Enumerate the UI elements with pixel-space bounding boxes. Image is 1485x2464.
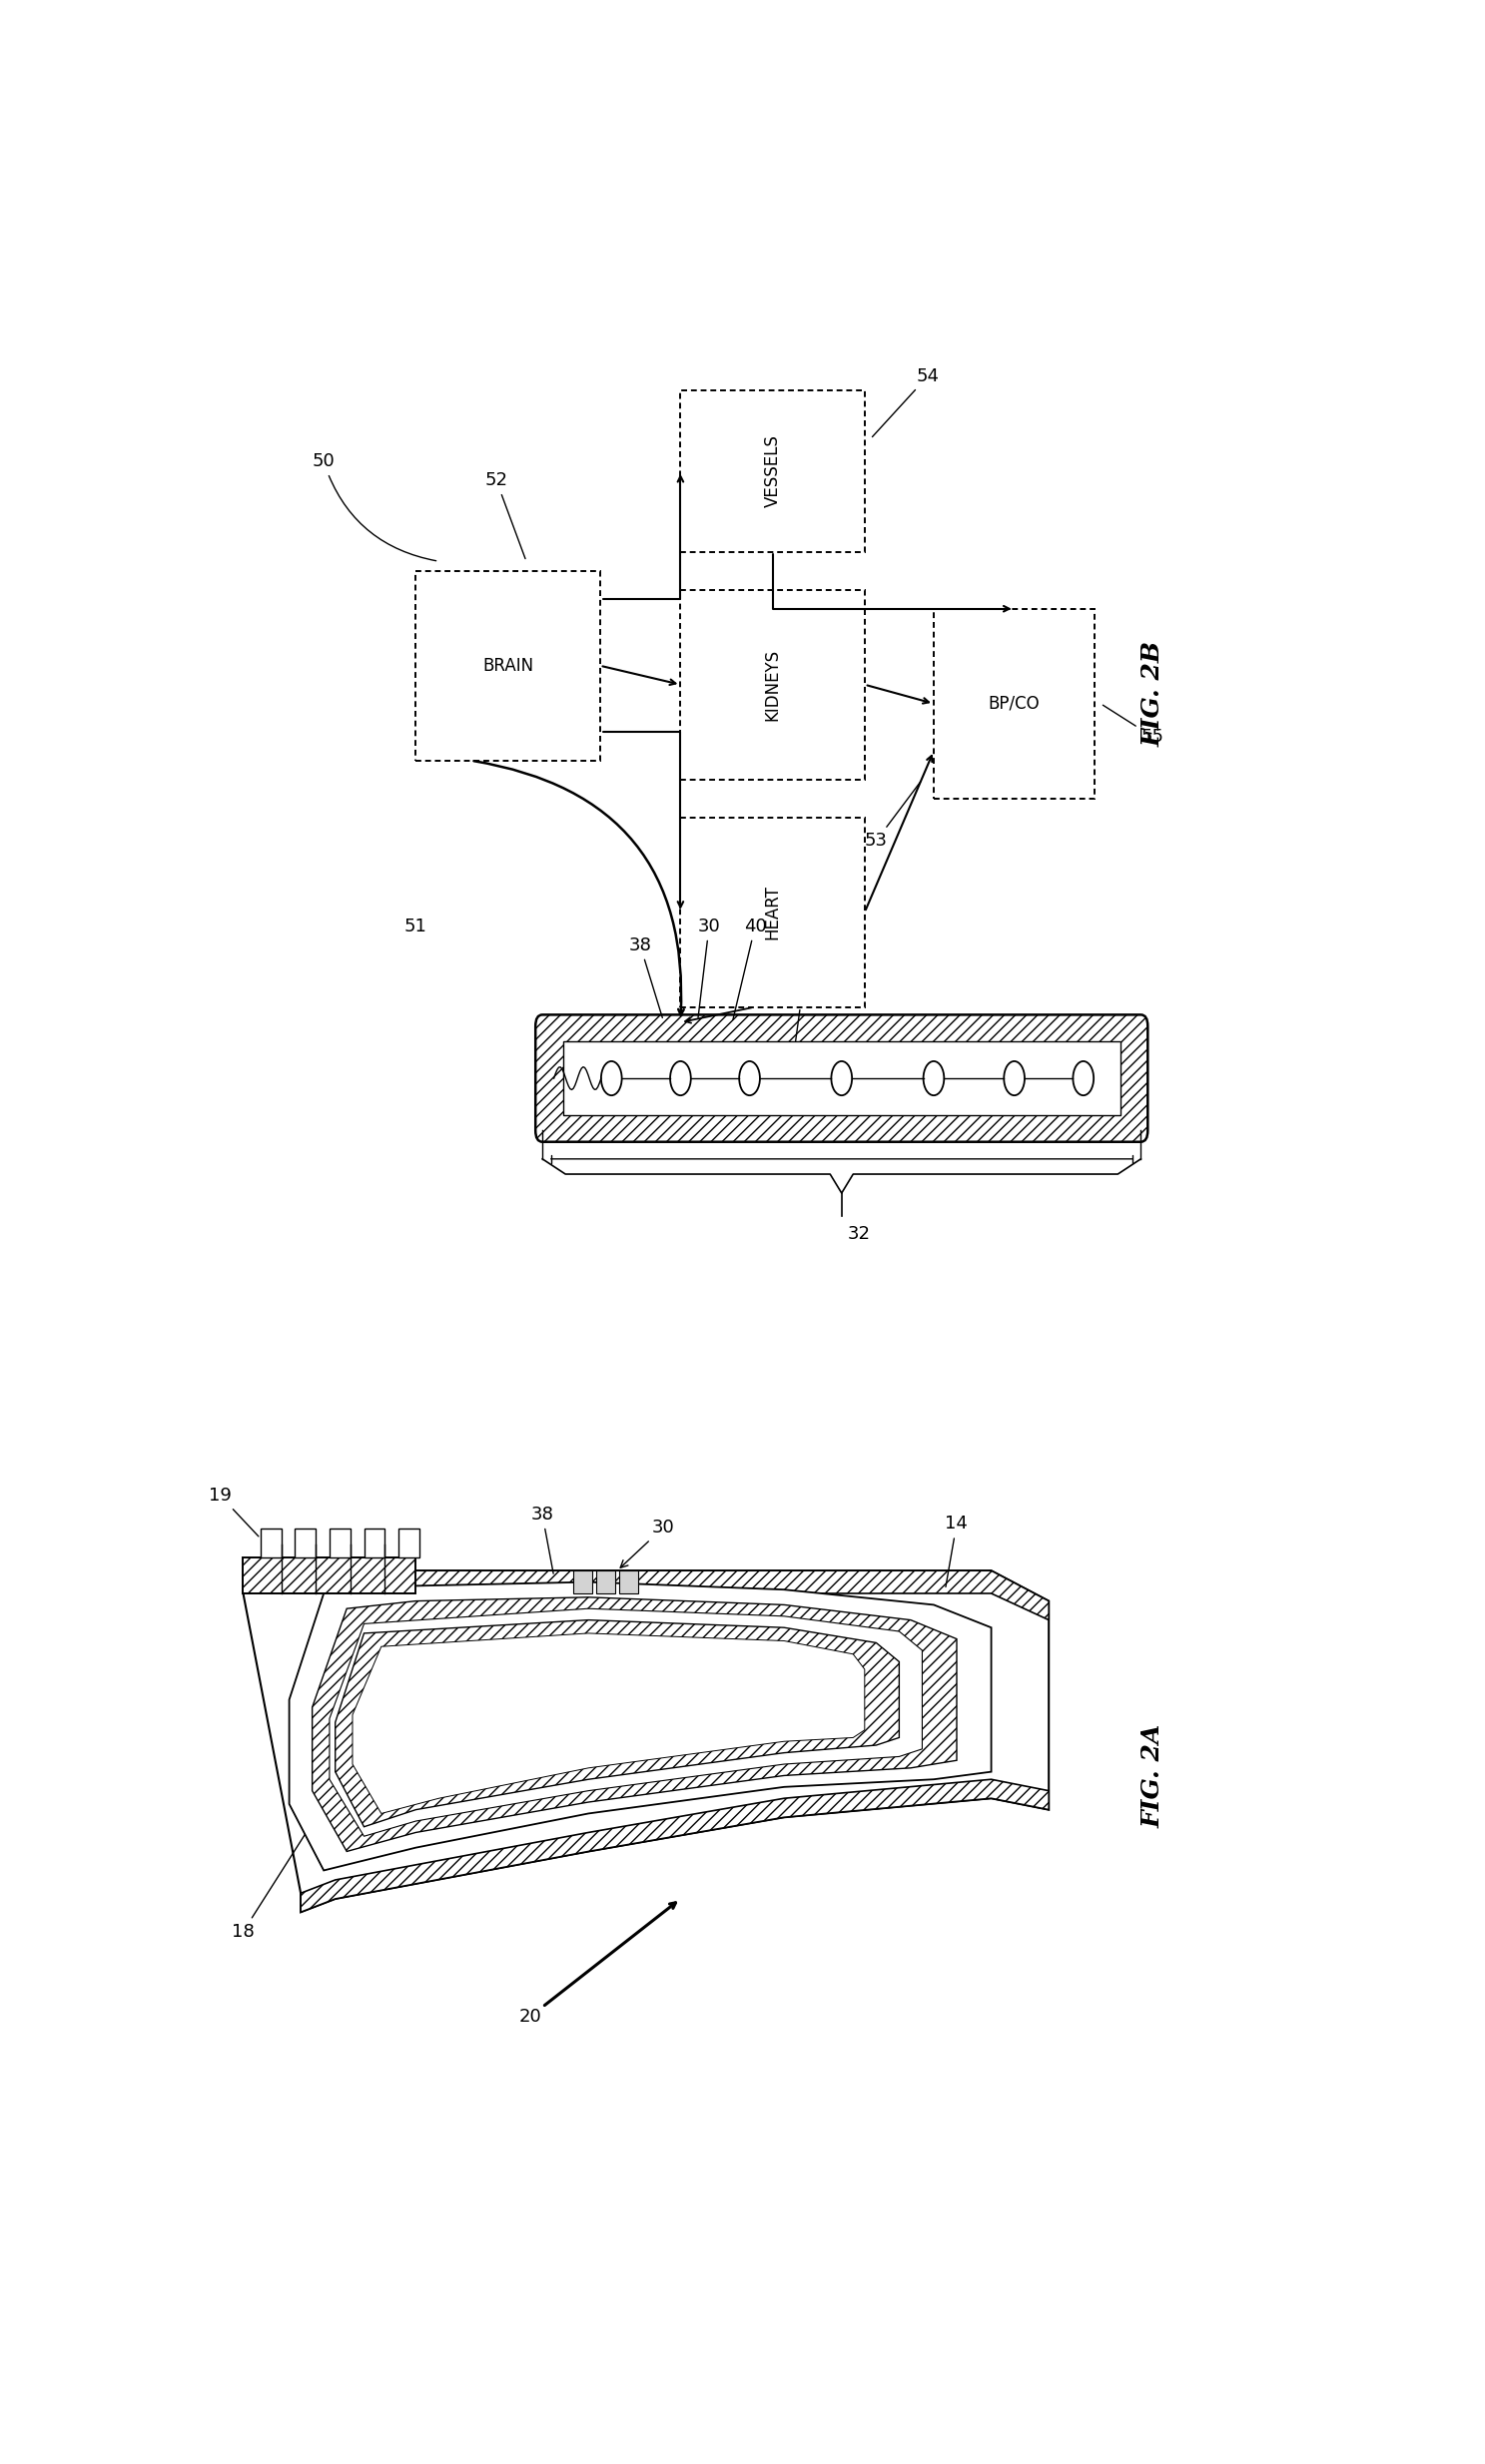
Text: 20: 20 [520,2008,542,2025]
Polygon shape [290,1582,990,1870]
Bar [416,572,600,761]
Text: 18: 18 [232,1826,310,1942]
Text: 38: 38 [628,936,662,1018]
Bar [398,1528,419,1557]
Text: 30: 30 [621,1518,674,1567]
Bar [597,1570,615,1594]
Text: VESSELS: VESSELS [763,434,781,508]
Bar [296,1528,316,1557]
Bar [934,609,1094,798]
Text: 51: 51 [404,917,428,936]
Polygon shape [312,1597,956,1850]
Text: BRAIN: BRAIN [483,658,533,675]
Polygon shape [352,1634,864,1814]
Text: 53: 53 [864,781,921,850]
Text: HEART: HEART [763,885,781,939]
Bar [619,1570,639,1594]
Text: KIDNEYS: KIDNEYS [763,648,781,719]
Polygon shape [336,1619,898,1826]
Polygon shape [244,1570,1048,1912]
Text: FIG. 2A: FIG. 2A [1140,1722,1164,1828]
Bar [680,589,864,779]
Text: 14: 14 [944,1515,968,1587]
Polygon shape [244,1557,416,1594]
Bar [260,1528,281,1557]
Bar [573,1570,593,1594]
Bar [364,1528,385,1557]
FancyBboxPatch shape [536,1015,1148,1141]
Bar [680,818,864,1008]
Text: 40: 40 [734,917,766,1020]
Text: 11: 11 [781,1010,805,1067]
Text: 54: 54 [872,367,940,436]
Bar [680,389,864,552]
Text: 19: 19 [208,1486,258,1538]
Polygon shape [244,1570,1048,1619]
Text: 50: 50 [312,453,437,562]
Bar [330,1528,350,1557]
Text: BP/CO: BP/CO [989,695,1040,712]
Text: 32: 32 [848,1225,870,1242]
Polygon shape [300,1779,1048,1912]
Text: 55: 55 [1103,705,1164,747]
FancyBboxPatch shape [563,1042,1120,1116]
Text: 30: 30 [698,917,720,1018]
Polygon shape [330,1609,922,1836]
Text: FIG. 2B: FIG. 2B [1140,641,1164,747]
Text: 38: 38 [532,1506,554,1574]
Text: 52: 52 [484,471,526,559]
